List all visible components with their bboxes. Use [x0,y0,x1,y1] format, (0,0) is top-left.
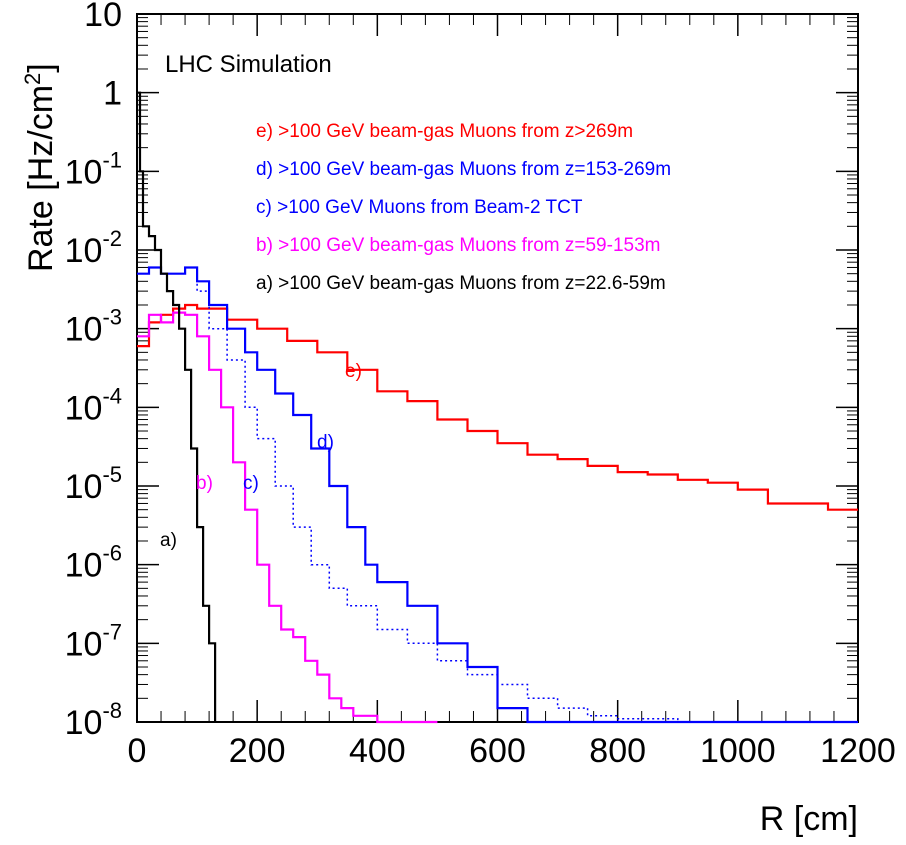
y-axis-title: Rate [Hz/cm2] [20,63,61,272]
curve-label: b) [196,473,213,494]
y-tick-label: 10 [84,0,122,34]
labels-layer: 0 200 400 600 800 1000 1200 10-8 10-7 10-6 10-5 10-… [65,0,896,770]
series-layer [137,91,858,724]
curve-label: e) [345,361,362,382]
series-line-a [137,91,217,722]
legend-entry: d) >100 GeV beam-gas Muons from z=153-26… [256,159,671,180]
y-tick-label: 1 [103,75,122,113]
series-line-e [137,303,858,511]
curve-label: d) [317,432,334,453]
chart-title: LHC Simulation [165,51,332,78]
legend-entry: a) >100 GeV beam-gas Muons from z=22.6-5… [256,273,666,294]
y-tick-label: 10-4 [65,383,122,427]
y-tick-label: 10-5 [65,462,122,506]
x-tick-label: 800 [589,732,646,770]
y-tick-label: 10-1 [65,147,122,191]
y-tick-label: 10-7 [65,619,122,663]
y-tick-label: 10-8 [65,698,122,742]
y-tick-label: 10-6 [65,541,122,585]
x-tick-label: 0 [128,732,147,770]
x-tick-label: 1200 [820,732,896,770]
y-tick-label: 10-2 [65,226,122,270]
curve-label: a) [160,530,177,551]
curve-label: c) [243,473,259,494]
legend-entry: b) >100 GeV beam-gas Muons from z=59-153… [256,235,660,256]
x-tick-label: 200 [229,732,286,770]
series-line-b [137,311,438,724]
svg-text:Rate [Hz/cm2]: Rate [Hz/cm2] [20,63,61,272]
y-tick-label: 10-3 [65,305,122,349]
x-tick-label: 600 [469,732,526,770]
x-tick-label: 400 [349,732,406,770]
series-line-c [137,266,858,723]
x-axis-title: R [cm] [760,800,858,838]
x-tick-label: 1000 [700,732,776,770]
legend-entry: e) >100 GeV beam-gas Muons from z>269m [256,121,633,142]
legend-entry: c) >100 GeV Muons from Beam-2 TCT [256,197,583,218]
